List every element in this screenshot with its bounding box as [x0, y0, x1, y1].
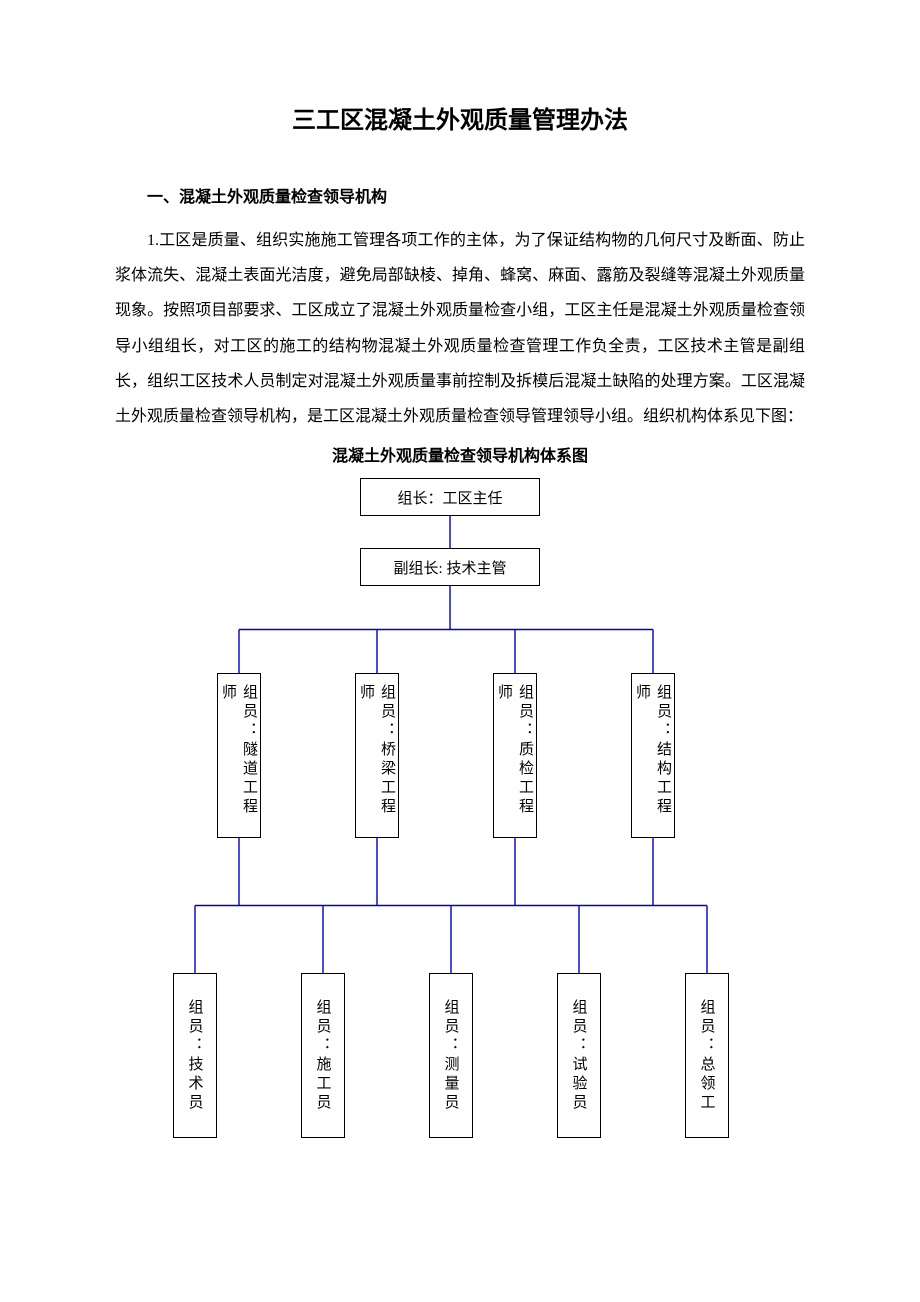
node-leader: 组长：工区主任 — [360, 478, 540, 516]
node-row2-3: 组员：结构工程师 — [631, 673, 675, 838]
body-paragraph: 1.工区是质量、组织实施施工管理各项工作的主体，为了保证结构物的几何尺寸及断面、… — [115, 223, 805, 434]
chart-title: 混凝土外观质量检查领导机构体系图 — [115, 442, 805, 466]
document-page: 三工区混凝土外观质量管理办法 一、混凝土外观质量检查领导机构 1.工区是质量、组… — [0, 0, 920, 1302]
node-row3-0: 组员：技术员 — [173, 973, 217, 1138]
org-chart: 组长：工区主任 副组长: 技术主管 组员：隧道工程师 组员：桥梁工程师 组员：质… — [115, 478, 805, 1198]
node-row3-4: 组员：总领工 — [685, 973, 729, 1138]
node-row2-1: 组员：桥梁工程师 — [355, 673, 399, 838]
document-title: 三工区混凝土外观质量管理办法 — [115, 100, 805, 135]
section-heading: 一、混凝土外观质量检查领导机构 — [115, 183, 805, 207]
node-row2-2: 组员：质检工程师 — [493, 673, 537, 838]
node-deputy: 副组长: 技术主管 — [360, 548, 540, 586]
node-row2-0: 组员：隧道工程师 — [217, 673, 261, 838]
node-row3-3: 组员：试验员 — [557, 973, 601, 1138]
node-row3-1: 组员：施工员 — [301, 973, 345, 1138]
node-row3-2: 组员：测量员 — [429, 973, 473, 1138]
